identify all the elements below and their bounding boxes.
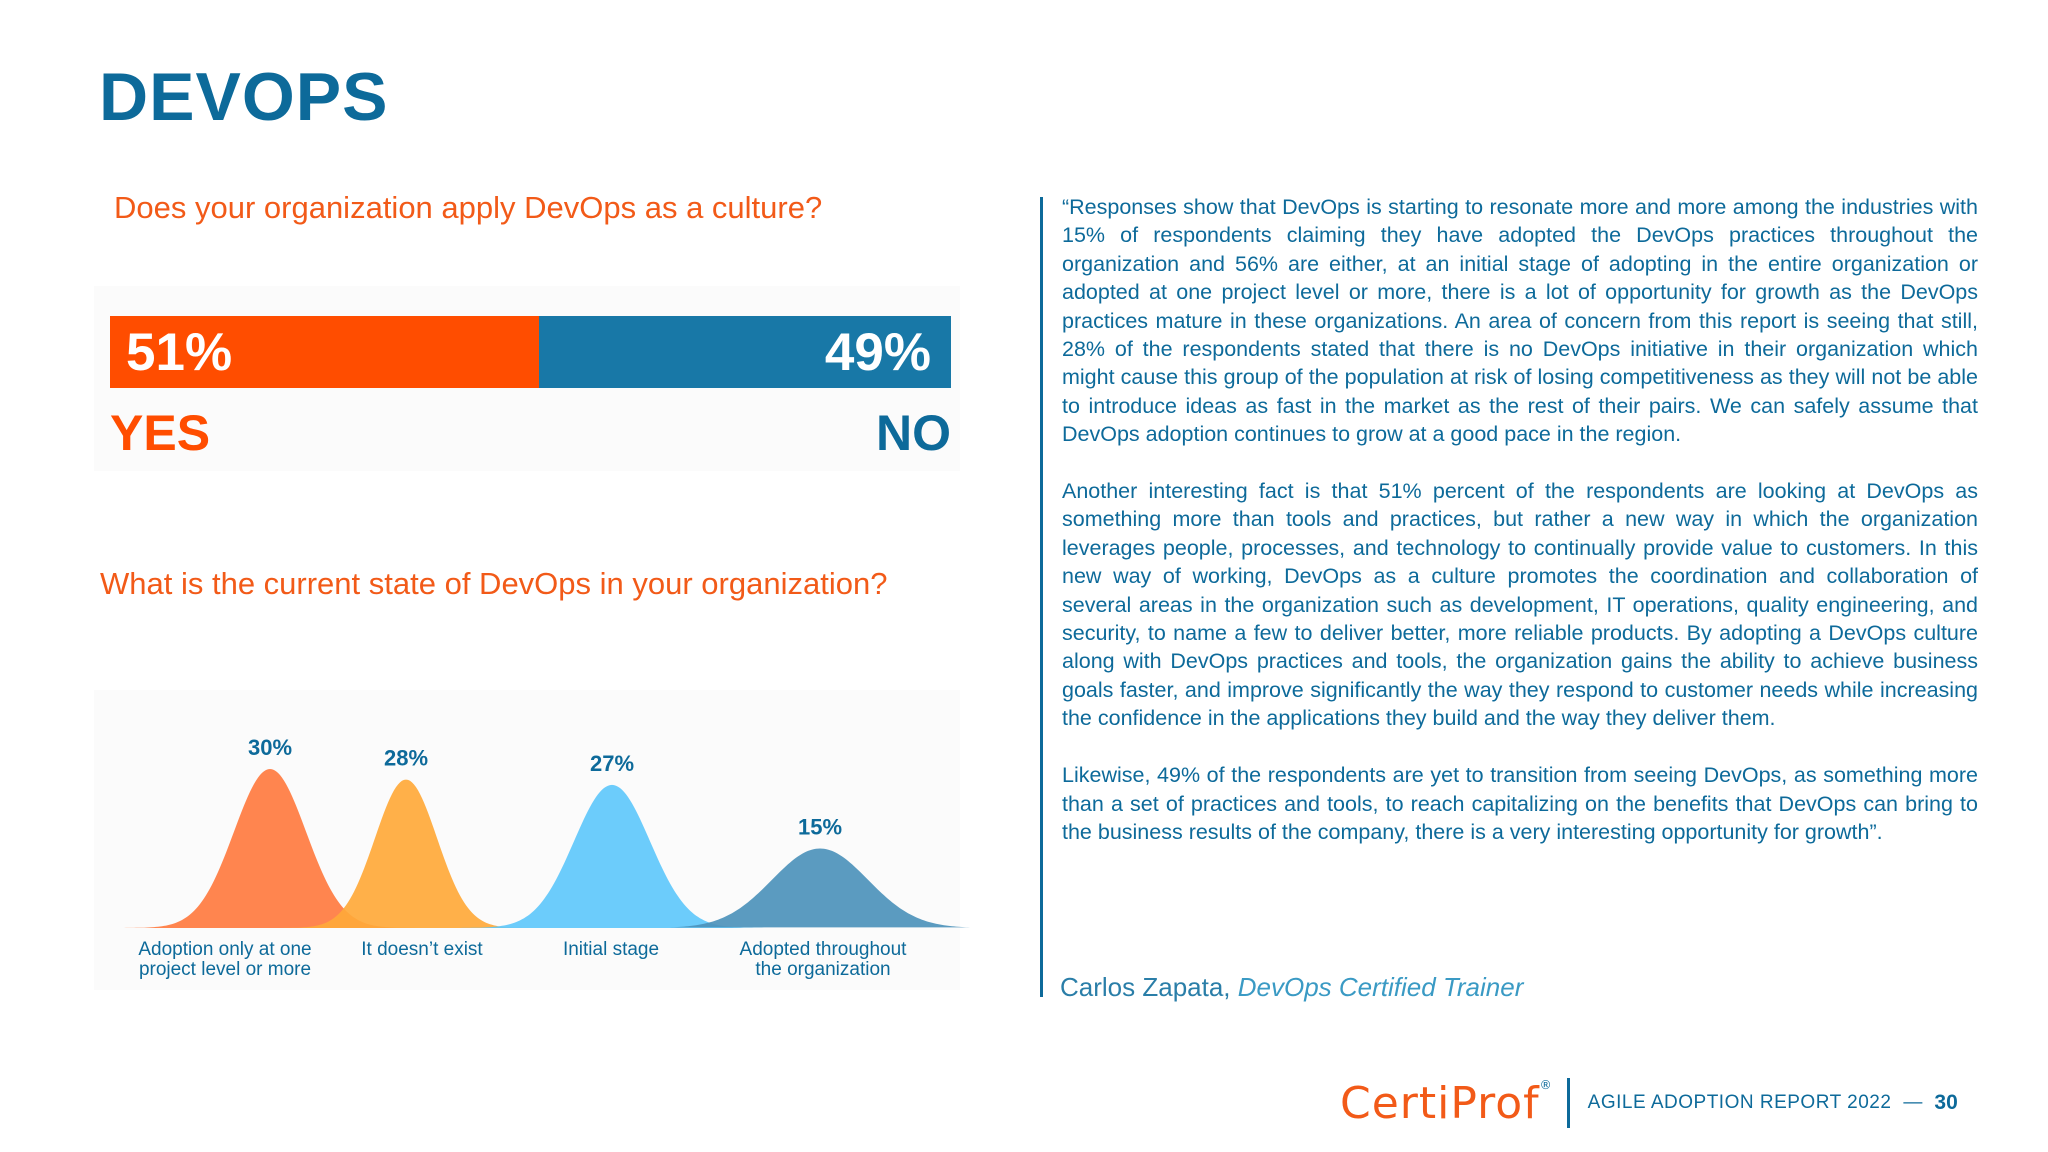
quote-divider — [1040, 197, 1043, 997]
category-label: Adoption only at one project level or mor… — [138, 939, 311, 980]
value-label: 15% — [798, 815, 842, 840]
curve-4 — [670, 848, 970, 928]
value-label: 28% — [384, 746, 428, 771]
yes-percent: 51% — [126, 322, 233, 382]
category-label: It doesn’t exist — [361, 939, 483, 960]
logo-certi: Certi — [1340, 1077, 1451, 1129]
footer-divider — [1566, 1078, 1570, 1128]
author-name: Carlos Zapata, — [1060, 972, 1231, 1002]
state-question: What is the current state of DevOps in y… — [100, 566, 888, 601]
culture-question: Does your organization apply DevOps as a… — [114, 190, 823, 225]
footer-dash: — — [1903, 1092, 1923, 1113]
quote-paragraph: Likewise, 49% of the respondents are yet… — [1062, 763, 1978, 844]
author-role: DevOps Certified Trainer — [1237, 972, 1524, 1002]
quote-author: Carlos Zapata, DevOps Certified Trainer — [1060, 972, 1523, 1003]
yes-segment: 51% — [110, 316, 539, 388]
logo-prof: Prof — [1450, 1077, 1540, 1129]
page-number: 30 — [1934, 1091, 1958, 1114]
value-label: 27% — [590, 751, 634, 776]
curve-3 — [442, 784, 782, 928]
value-label: 30% — [248, 735, 292, 760]
no-percent: 49% — [824, 322, 931, 382]
quote-paragraph: Another interesting fact is that 51% per… — [1062, 479, 1978, 731]
footer: CertiProf® AGILE ADOPTION REPORT 2022 — … — [1340, 1078, 1958, 1129]
category-label: Adopted throughout the organization — [740, 939, 908, 980]
report-name: AGILE ADOPTION REPORT 2022 — [1587, 1092, 1892, 1113]
quote-paragraph: “Responses show that DevOps is starting … — [1062, 195, 1978, 447]
curve-2 — [256, 779, 556, 928]
no-label: NO — [876, 405, 951, 461]
page-title: DEVOPS — [99, 59, 389, 135]
curve-1 — [100, 769, 440, 928]
no-segment: 49% — [538, 316, 951, 388]
yes-label: YES — [110, 405, 211, 461]
certiprof-logo: CertiProf® — [1340, 1078, 1553, 1129]
culture-bar: 51% 49% — [110, 316, 951, 388]
logo-registered: ® — [1539, 1077, 1553, 1092]
quote-text: “Responses show that DevOps is starting … — [1062, 193, 1978, 875]
category-label: Initial stage — [563, 939, 659, 960]
